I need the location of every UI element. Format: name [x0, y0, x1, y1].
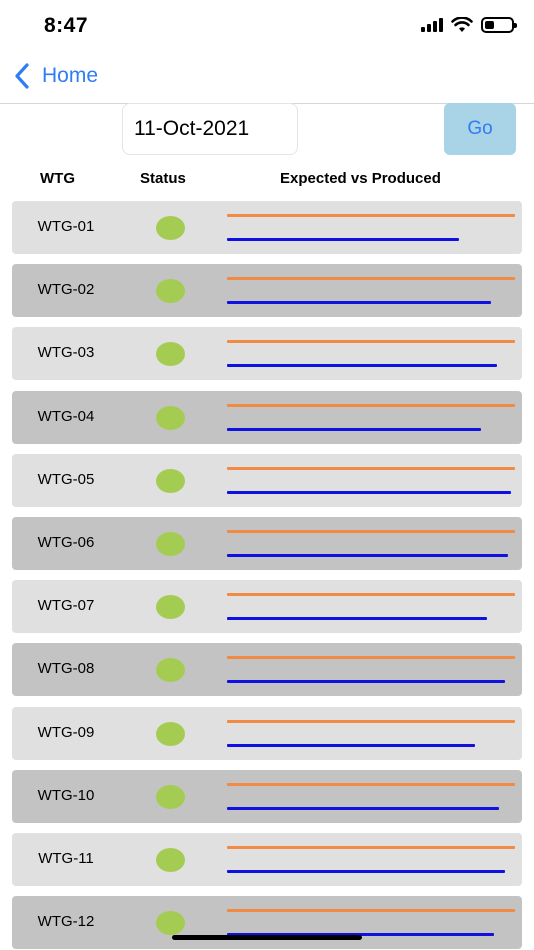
- produced-bar: [227, 364, 497, 368]
- header-expected-vs-produced: Expected vs Produced: [280, 170, 441, 187]
- expected-bar: [227, 340, 515, 344]
- expected-bar: [227, 656, 515, 660]
- status-bar: 8:47: [0, 0, 534, 54]
- table-row[interactable]: WTG-11: [12, 832, 522, 886]
- back-button[interactable]: Home: [12, 62, 98, 90]
- header-status: Status: [140, 170, 186, 187]
- go-button[interactable]: Go: [444, 103, 516, 155]
- table-row[interactable]: WTG-07: [12, 580, 522, 634]
- produced-bar: [227, 680, 505, 684]
- status-indicator-icon: [156, 216, 185, 240]
- wtg-name: WTG-10: [37, 786, 95, 804]
- wtg-name: WTG-06: [37, 533, 95, 551]
- wtg-name: WTG-11: [38, 849, 94, 867]
- wifi-icon: [451, 17, 473, 32]
- produced-bar: [227, 806, 499, 810]
- expected-bar: [227, 403, 515, 407]
- status-icons: [421, 17, 517, 33]
- table-row[interactable]: WTG-08: [12, 643, 522, 697]
- produced-bar: [227, 933, 494, 937]
- produced-bar: [227, 427, 481, 431]
- header-wtg: WTG: [40, 170, 75, 187]
- produced-bar: [227, 869, 505, 873]
- status-indicator-icon: [156, 847, 185, 872]
- table-row[interactable]: WTG-05: [12, 453, 522, 507]
- status-indicator-icon: [156, 595, 185, 620]
- table-row[interactable]: WTG-10: [12, 769, 522, 823]
- wtg-name: WTG-09: [37, 723, 95, 741]
- status-indicator-icon: [156, 405, 185, 430]
- produced-bar: [227, 301, 491, 305]
- produced-bar: [227, 743, 475, 747]
- status-indicator-icon: [156, 279, 185, 304]
- expected-bar: [227, 782, 515, 786]
- table-row[interactable]: WTG-02: [12, 264, 522, 318]
- wtg-list: WTG-01 WTG-02 WTG-03 WTG-04 WTG-05 WTG-06 WTG-…: [12, 201, 522, 950]
- expected-bar: [227, 529, 515, 533]
- battery-icon: [481, 17, 517, 33]
- status-indicator-icon: [156, 721, 185, 746]
- wtg-name: WTG-08: [37, 660, 95, 678]
- produced-bar: [227, 490, 511, 494]
- chevron-left-icon: [15, 63, 29, 89]
- expected-bar: [227, 909, 515, 913]
- status-indicator-icon: [156, 468, 185, 493]
- table-row[interactable]: WTG-01: [12, 201, 522, 254]
- expected-bar: [227, 214, 515, 217]
- produced-bar: [227, 553, 508, 557]
- date-field[interactable]: 11-Oct-2021: [122, 103, 298, 155]
- table-row[interactable]: WTG-06: [12, 516, 522, 570]
- wtg-name: WTG-05: [37, 470, 95, 488]
- status-indicator-icon: [156, 911, 185, 936]
- table-header: WTG Status Expected vs Produced: [12, 166, 522, 192]
- table-row[interactable]: WTG-09: [12, 706, 522, 760]
- wtg-name: WTG-03: [37, 344, 95, 362]
- status-indicator-icon: [156, 342, 185, 367]
- table-row[interactable]: WTG-04: [12, 390, 522, 444]
- wtg-name: WTG-02: [37, 281, 95, 299]
- table-row[interactable]: WTG-12: [12, 896, 522, 950]
- wtg-name: WTG-04: [37, 407, 95, 425]
- produced-bar: [227, 238, 459, 241]
- status-indicator-icon: [156, 784, 185, 809]
- expected-bar: [227, 466, 515, 470]
- status-time: 8:47: [44, 14, 89, 37]
- expected-bar: [227, 719, 515, 723]
- wtg-name: WTG-01: [37, 218, 95, 235]
- back-label: Home: [42, 64, 99, 87]
- expected-bar: [227, 277, 515, 281]
- expected-bar: [227, 845, 515, 849]
- wtg-name: WTG-07: [37, 597, 95, 615]
- status-indicator-icon: [156, 531, 185, 556]
- wtg-name: WTG-12: [37, 913, 95, 931]
- expected-bar: [227, 593, 515, 597]
- navigation-bar: Home: [0, 54, 534, 104]
- table-row[interactable]: WTG-03: [12, 327, 522, 381]
- produced-bar: [227, 617, 487, 621]
- status-indicator-icon: [156, 658, 185, 683]
- cellular-signal-icon: [421, 18, 443, 32]
- home-indicator: [172, 935, 362, 940]
